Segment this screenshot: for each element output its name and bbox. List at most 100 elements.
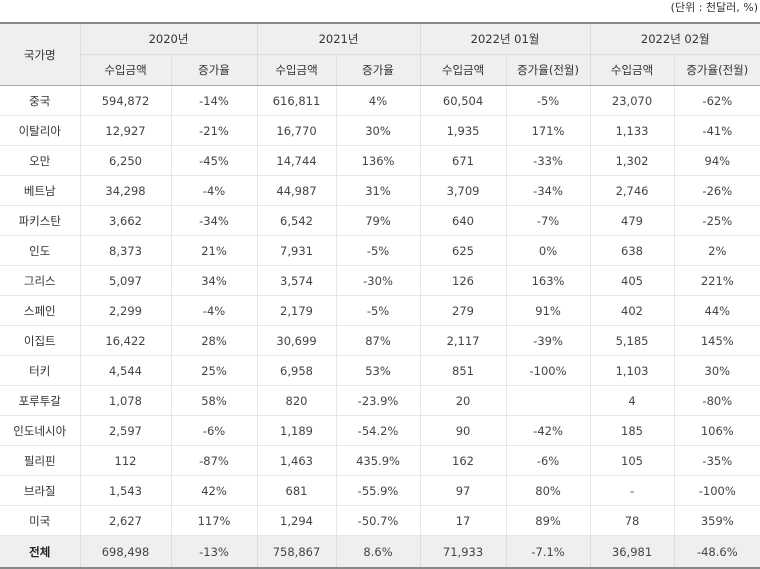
- rate-cell: 2%: [673, 235, 760, 266]
- amount-cell: 20: [419, 385, 507, 416]
- rate-cell: -35%: [673, 445, 760, 476]
- amount-cell: 2,627: [79, 505, 171, 536]
- header-sub-rate: 증가율: [335, 54, 421, 86]
- rate-cell: 106%: [673, 415, 760, 446]
- header-group-2021: 2021년: [256, 22, 421, 55]
- rate-cell: 435.9%: [335, 445, 421, 476]
- total-cell: 758,867: [256, 535, 337, 569]
- total-cell: -13%: [170, 535, 258, 569]
- table-row: 이집트 16,422 28% 30,699 87% 2,117 -39% 5,185 145%: [0, 325, 760, 356]
- rate-cell: 4%: [335, 85, 421, 116]
- table-row: 브라질 1,543 42% 681 -55.9% 97 80% - -100%: [0, 475, 760, 506]
- amount-cell: 97: [419, 475, 507, 506]
- header-sub-amount: 수입금액: [256, 54, 337, 86]
- amount-cell: 1,302: [589, 145, 675, 176]
- table-row: 중국 594,872 -14% 616,811 4% 60,504 -5% 23,070 -62…: [0, 85, 760, 116]
- rate-cell: -21%: [170, 115, 258, 146]
- table-row: 그리스 5,097 34% 3,574 -30% 126 163% 405 221%: [0, 265, 760, 296]
- total-label: 전체: [0, 535, 80, 569]
- table-row: 미국 2,627 117% 1,294 -50.7% 17 89% 78 359%: [0, 505, 760, 536]
- total-cell: 8.6%: [335, 535, 421, 569]
- rate-cell: 87%: [335, 325, 421, 356]
- header-country: 국가명: [0, 22, 80, 86]
- amount-cell: 1,133: [589, 115, 675, 146]
- unit-note: (단위 : 천달러, %): [670, 1, 758, 14]
- rate-cell: 89%: [505, 505, 591, 536]
- rate-cell: 30%: [335, 115, 421, 146]
- rate-cell: 31%: [335, 175, 421, 206]
- amount-cell: 1,463: [256, 445, 337, 476]
- amount-cell: 671: [419, 145, 507, 176]
- header-sub-amount: 수입금액: [79, 54, 171, 86]
- rate-cell: -45%: [170, 145, 258, 176]
- rate-cell: -6%: [505, 445, 591, 476]
- amount-cell: 6,542: [256, 205, 337, 236]
- rate-cell: 79%: [335, 205, 421, 236]
- rate-cell: -80%: [673, 385, 760, 416]
- header-sub-amount: 수입금액: [419, 54, 507, 86]
- table-row: 인도 8,373 21% 7,931 -5% 625 0% 638 2%: [0, 235, 760, 266]
- amount-cell: 3,709: [419, 175, 507, 206]
- header-row-sub: 수입금액 증가율 수입금액 증가율 수입금액 증가율(전월) 수입금액 증가율(…: [0, 54, 760, 86]
- country-cell: 오만: [0, 145, 80, 176]
- amount-cell: 12,927: [79, 115, 171, 146]
- amount-cell: 30,699: [256, 325, 337, 356]
- rate-cell: 25%: [170, 355, 258, 386]
- header-group-2020: 2020년: [79, 22, 258, 55]
- rate-cell: -39%: [505, 325, 591, 356]
- header-sub-rate: 증가율(전월): [505, 54, 591, 86]
- amount-cell: 2,299: [79, 295, 171, 326]
- rate-cell: -14%: [170, 85, 258, 116]
- amount-cell: 1,543: [79, 475, 171, 506]
- country-cell: 이집트: [0, 325, 80, 356]
- rate-cell: -54.2%: [335, 415, 421, 446]
- amount-cell: 112: [79, 445, 171, 476]
- rate-cell: 44%: [673, 295, 760, 326]
- amount-cell: 3,574: [256, 265, 337, 296]
- country-cell: 포루투갈: [0, 385, 80, 416]
- rate-cell: -5%: [505, 85, 591, 116]
- amount-cell: 4,544: [79, 355, 171, 386]
- country-cell: 인도: [0, 235, 80, 266]
- amount-cell: 16,770: [256, 115, 337, 146]
- table-row: 파키스탄 3,662 -34% 6,542 79% 640 -7% 479 -25%: [0, 205, 760, 236]
- amount-cell: 6,958: [256, 355, 337, 386]
- rate-cell: 80%: [505, 475, 591, 506]
- amount-cell: 60,504: [419, 85, 507, 116]
- rate-cell: -33%: [505, 145, 591, 176]
- country-cell: 스페인: [0, 295, 80, 326]
- rate-cell: -30%: [335, 265, 421, 296]
- amount-cell: 625: [419, 235, 507, 266]
- amount-cell: 16,422: [79, 325, 171, 356]
- rate-cell: -34%: [170, 205, 258, 236]
- rate-cell: 145%: [673, 325, 760, 356]
- rate-cell: 359%: [673, 505, 760, 536]
- rate-cell: 42%: [170, 475, 258, 506]
- header-sub-rate: 증가율: [170, 54, 258, 86]
- rate-cell: -5%: [335, 295, 421, 326]
- amount-cell: 2,117: [419, 325, 507, 356]
- rate-cell: -42%: [505, 415, 591, 446]
- country-cell: 이탈리아: [0, 115, 80, 146]
- country-cell: 미국: [0, 505, 80, 536]
- country-cell: 인도네시아: [0, 415, 80, 446]
- amount-cell: 4: [589, 385, 675, 416]
- table-row: 오만 6,250 -45% 14,744 136% 671 -33% 1,302 94%: [0, 145, 760, 176]
- amount-cell: 1,103: [589, 355, 675, 386]
- rate-cell: -4%: [170, 175, 258, 206]
- amount-cell: 5,185: [589, 325, 675, 356]
- amount-cell: 851: [419, 355, 507, 386]
- amount-cell: 14,744: [256, 145, 337, 176]
- rate-cell: 53%: [335, 355, 421, 386]
- table-body: 중국 594,872 -14% 616,811 4% 60,504 -5% 23,070 -62…: [0, 85, 760, 536]
- rate-cell: 94%: [673, 145, 760, 176]
- amount-cell: 2,179: [256, 295, 337, 326]
- rate-cell: -34%: [505, 175, 591, 206]
- amount-cell: 1,189: [256, 415, 337, 446]
- amount-cell: 34,298: [79, 175, 171, 206]
- rate-cell: 136%: [335, 145, 421, 176]
- table-row: 포루투갈 1,078 58% 820 -23.9% 20 4 -80%: [0, 385, 760, 416]
- table-row: 스페인 2,299 -4% 2,179 -5% 279 91% 402 44%: [0, 295, 760, 326]
- table-row: 인도네시아 2,597 -6% 1,189 -54.2% 90 -42% 185 106%: [0, 415, 760, 446]
- amount-cell: 17: [419, 505, 507, 536]
